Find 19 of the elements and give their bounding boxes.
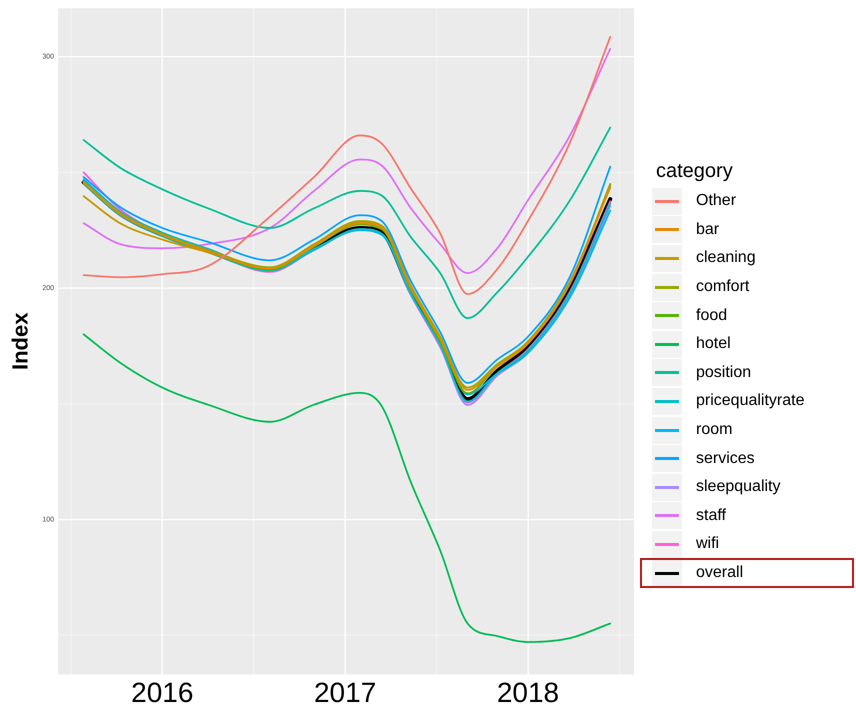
- legend-label: services: [696, 450, 755, 468]
- legend-label: pricequalityrate: [696, 392, 804, 410]
- legend-label: comfort: [696, 278, 750, 296]
- legend-label: staff: [696, 506, 726, 525]
- legend-label: Other: [696, 192, 736, 210]
- legend-label: hotel: [696, 335, 731, 354]
- x-tick-label: 2016: [131, 676, 194, 708]
- x-tick-label: 2018: [496, 676, 560, 708]
- y-axis-title: Index: [7, 312, 32, 370]
- legend-label: sleepquality: [696, 478, 780, 496]
- legend-label: room: [696, 421, 732, 440]
- legend-label: food: [696, 306, 728, 325]
- legend-label: position: [696, 364, 752, 382]
- legend-label: overall: [696, 564, 744, 582]
- x-tick-label: 2017: [314, 676, 376, 708]
- legend-label: wifi: [696, 535, 720, 554]
- legend-title: category: [656, 160, 734, 183]
- legend-label: cleaning: [696, 249, 756, 268]
- legend-label: bar: [696, 220, 720, 239]
